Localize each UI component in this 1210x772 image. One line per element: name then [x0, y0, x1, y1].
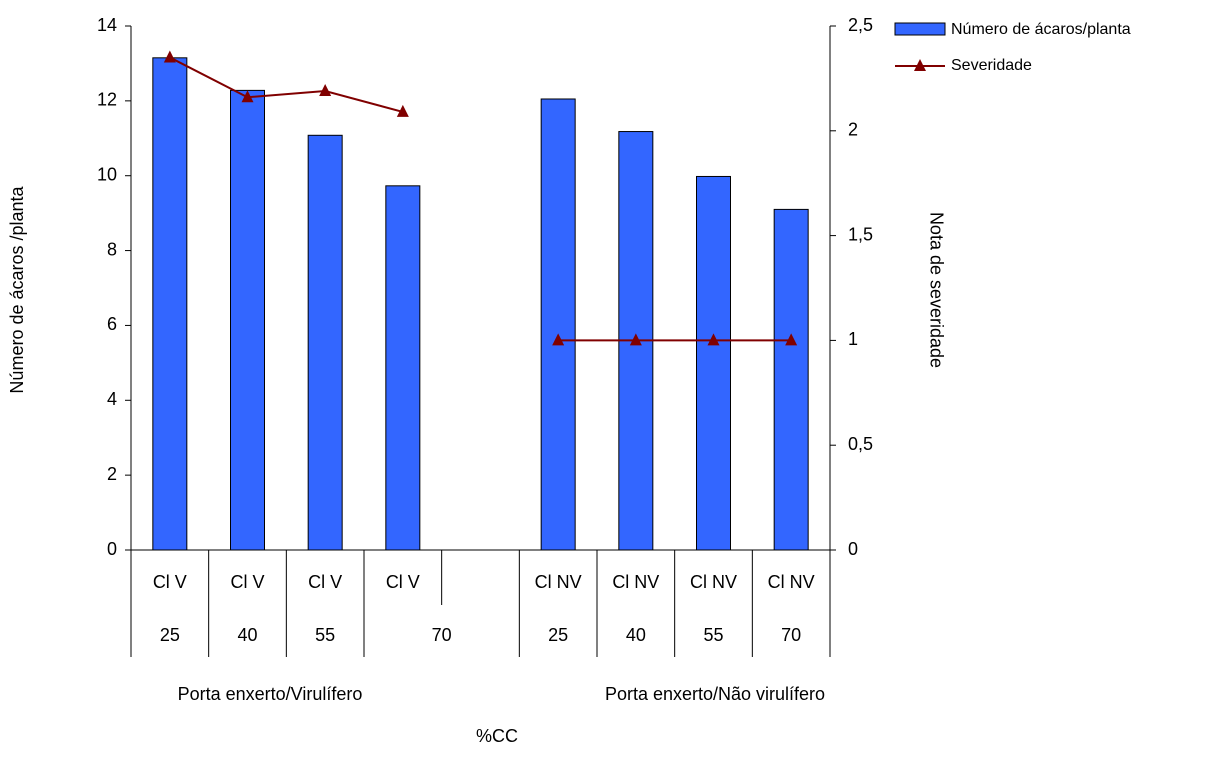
y-tick-label: 0 — [107, 539, 117, 559]
cc-label: 55 — [703, 625, 723, 645]
y2-axis-title: Nota de severidade — [926, 212, 946, 368]
severity-marker — [629, 333, 642, 346]
severity-marker — [163, 50, 176, 63]
bar — [385, 185, 421, 551]
cc-label: 70 — [432, 625, 452, 645]
cc-label: 25 — [160, 625, 180, 645]
legend-swatch — [894, 22, 946, 36]
x-tick-label: Cl NV — [690, 572, 737, 592]
severity-marker — [241, 90, 254, 103]
legend-swatch — [914, 59, 926, 71]
x-tick-label: Cl V — [230, 572, 264, 592]
severity-marker — [552, 333, 565, 346]
group-label: Porta enxerto/Virulífero — [178, 684, 363, 704]
y2-tick-label: 0 — [848, 539, 858, 559]
y-tick-label: 6 — [107, 314, 117, 334]
y2-tick-label: 2 — [848, 120, 858, 140]
severity-marker — [707, 333, 720, 346]
cc-label: 40 — [626, 625, 646, 645]
y-tick-label: 2 — [107, 464, 117, 484]
legend-label: Número de ácaros/planta — [951, 21, 1131, 38]
cc-label: 25 — [548, 625, 568, 645]
severity-marker — [396, 104, 409, 117]
y-tick-label: 12 — [97, 90, 117, 110]
y2-tick-label: 2,5 — [848, 15, 873, 35]
cc-label: 70 — [781, 625, 801, 645]
bar — [540, 98, 576, 551]
x-tick-label: Cl NV — [768, 572, 815, 592]
bar — [307, 134, 343, 551]
bar — [696, 175, 731, 551]
y-axis-title: Número de ácaros /planta — [7, 185, 27, 393]
x-tick-label: Cl NV — [612, 572, 659, 592]
y-tick-label: 14 — [97, 15, 117, 35]
x-axis-title: %CC — [476, 726, 518, 746]
severity-marker — [319, 83, 332, 96]
cc-label: 40 — [237, 625, 257, 645]
x-tick-label: Cl V — [308, 572, 342, 592]
y2-tick-label: 1,5 — [848, 224, 873, 244]
x-tick-label: Cl V — [386, 572, 420, 592]
x-tick-label: Cl NV — [535, 572, 582, 592]
group-label: Porta enxerto/Não virulífero — [605, 684, 825, 704]
y-tick-label: 8 — [107, 239, 117, 259]
bar — [152, 57, 188, 551]
cc-label: 55 — [315, 625, 335, 645]
y2-tick-label: 0,5 — [848, 434, 873, 454]
severity-line — [169, 56, 404, 113]
x-tick-label: Cl V — [153, 572, 187, 592]
y-tick-label: 10 — [97, 164, 117, 184]
y-tick-label: 4 — [107, 389, 117, 409]
bar — [773, 208, 809, 551]
legend-label: Severidade — [951, 57, 1032, 74]
y2-tick-label: 1 — [848, 329, 858, 349]
severity-marker — [785, 333, 798, 346]
bar — [230, 89, 265, 551]
